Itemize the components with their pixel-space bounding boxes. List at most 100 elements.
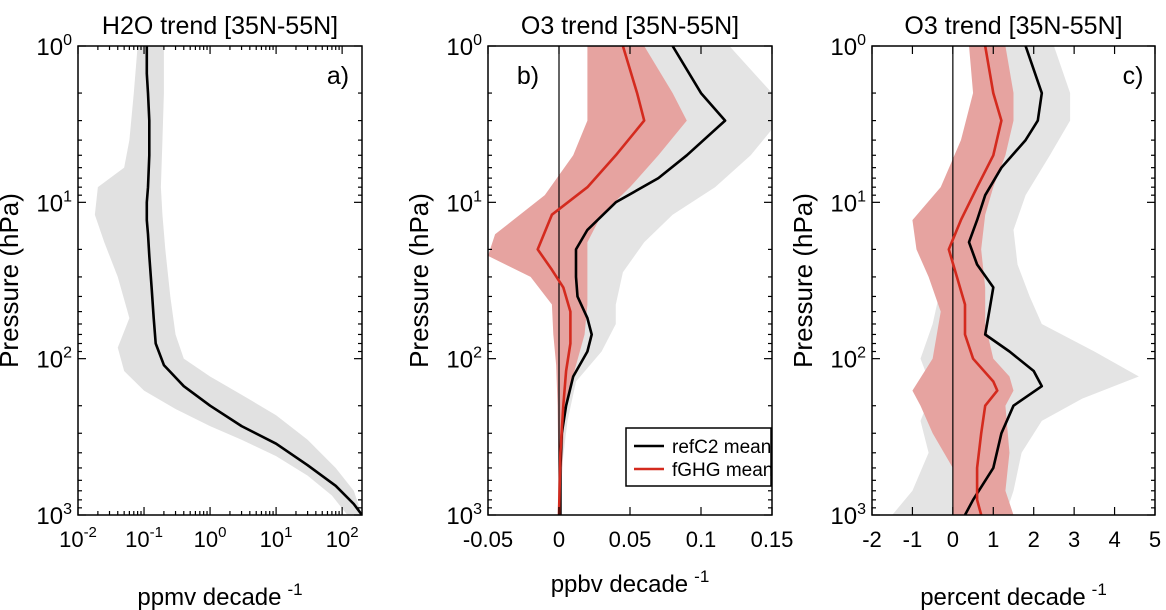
spread-band-1 [94, 46, 362, 515]
x-tick-label: 0.15 [751, 527, 794, 552]
y-tick-label: 103 [36, 501, 72, 530]
x-tick-label-base: 0 [553, 527, 565, 552]
y-tick-label-base: 10 [36, 347, 63, 374]
x-tick-label: 3 [1068, 527, 1080, 552]
x-tick-label: 10-2 [59, 524, 97, 552]
x-tick-label: 2 [1028, 527, 1040, 552]
x-tick-label-base: 10 [260, 527, 284, 552]
y-tick-label-base: 10 [36, 503, 63, 530]
x-tick-label: -0.05 [463, 527, 513, 552]
plot-area [892, 46, 1139, 515]
legend-box [625, 427, 772, 487]
panel-label: a) [327, 62, 349, 90]
spread-band-2 [488, 46, 687, 515]
x-axis-label: percent decade -1 [920, 580, 1107, 610]
x-tick-label: 0.05 [609, 527, 652, 552]
y-tick-label-base: 10 [830, 34, 857, 61]
y-tick-label: 101 [36, 188, 72, 217]
y-tick-label-exponent: 1 [473, 188, 482, 205]
x-tick-label: 5 [1149, 527, 1161, 552]
x-axis-label-exponent: -1 [1092, 580, 1107, 599]
series-line-1 [963, 46, 1044, 515]
x-tick-label-base: 10 [125, 527, 149, 552]
x-tick-label: 0.1 [686, 527, 717, 552]
y-tick-label-base: 10 [36, 190, 63, 217]
x-tick-label-base: 1 [987, 527, 999, 552]
x-axis-label-text: percent decade [920, 584, 1085, 610]
y-tick-label-exponent: 3 [473, 501, 482, 518]
y-tick-label-exponent: 2 [63, 345, 72, 362]
axes-frame [77, 45, 363, 516]
x-tick-label-base: 0.05 [609, 527, 652, 552]
x-tick-label-base: 10 [194, 527, 218, 552]
y-tick-label-base: 10 [830, 190, 857, 217]
y-tick-label-exponent: 0 [473, 32, 482, 49]
y-tick-label-base: 10 [446, 347, 473, 374]
x-tick-label-base: -1 [903, 527, 923, 552]
panel-title: H2O trend [35N-55N] [102, 12, 338, 40]
x-tick-label-base: -2 [862, 527, 882, 552]
y-tick-label-exponent: 1 [857, 188, 866, 205]
x-tick-label-base: 10 [326, 527, 350, 552]
x-axis-label-exponent: -1 [694, 567, 709, 586]
y-tick-label-base: 10 [830, 347, 857, 374]
x-tick-label: 4 [1108, 527, 1120, 552]
y-tick-label: 103 [446, 501, 482, 530]
x-axis-label-text: ppmv decade [137, 584, 281, 610]
y-axis-label: Pressure (hPa) [404, 193, 434, 368]
series-line-1 [145, 46, 362, 515]
y-tick-label-base: 10 [36, 34, 63, 61]
x-tick-label: 100 [194, 524, 227, 552]
panel-label: b) [517, 62, 539, 90]
plot-area [94, 46, 362, 515]
legend-entry: refC2 mean [672, 437, 771, 458]
x-tick-label-base: 4 [1108, 527, 1120, 552]
y-tick-label-exponent: 0 [63, 32, 72, 49]
y-axis-label: Pressure (hPa) [788, 193, 818, 368]
y-tick-label: 100 [36, 32, 72, 61]
x-tick-label-base: 10 [59, 527, 83, 552]
panel-title: O3 trend [35N-55N] [521, 12, 739, 40]
x-tick-label-exponent: 0 [218, 524, 226, 541]
x-tick-label-exponent: 2 [350, 524, 358, 541]
spread-band-1 [892, 46, 1139, 515]
panel-title: O3 trend [35N-55N] [904, 12, 1122, 40]
y-tick-label-exponent: 1 [63, 188, 72, 205]
x-tick-label-base: 3 [1068, 527, 1080, 552]
y-tick-label: 100 [830, 32, 866, 61]
y-tick-label-base: 10 [446, 34, 473, 61]
x-tick-label-base: 5 [1149, 527, 1161, 552]
legend-entry: fGHG mean [672, 460, 773, 481]
y-tick-label: 102 [446, 345, 482, 374]
x-axis-label-text: ppbv decade [551, 571, 688, 598]
x-tick-label: 10-1 [125, 524, 163, 552]
axes-frame [871, 45, 1156, 516]
x-tick-label: -2 [862, 527, 882, 552]
y-tick-label-base: 10 [446, 190, 473, 217]
x-tick-label-base: -0.05 [463, 527, 513, 552]
series-line-2 [947, 46, 1003, 515]
y-tick-label-exponent: 2 [473, 345, 482, 362]
y-tick-label: 102 [830, 345, 866, 374]
y-tick-label: 100 [446, 32, 482, 61]
x-tick-label: 101 [260, 524, 293, 552]
series-line-2 [536, 46, 646, 515]
y-tick-label-base: 10 [830, 503, 857, 530]
x-tick-label-exponent: -1 [150, 524, 163, 541]
y-axis-label: Pressure (hPa) [0, 193, 24, 368]
x-tick-label-base: 2 [1028, 527, 1040, 552]
plot-area [488, 46, 772, 515]
spread-band-1 [551, 46, 772, 515]
x-tick-label-base: 0.15 [751, 527, 794, 552]
y-tick-label: 101 [446, 188, 482, 217]
x-tick-label: 0 [947, 527, 959, 552]
panel-label: c) [1123, 62, 1144, 90]
x-tick-label: 0 [553, 527, 565, 552]
x-tick-label-exponent: -2 [84, 524, 97, 541]
x-axis-label: ppmv decade -1 [137, 580, 302, 610]
x-tick-label-base: 0.1 [686, 527, 717, 552]
y-tick-label: 103 [830, 501, 866, 530]
